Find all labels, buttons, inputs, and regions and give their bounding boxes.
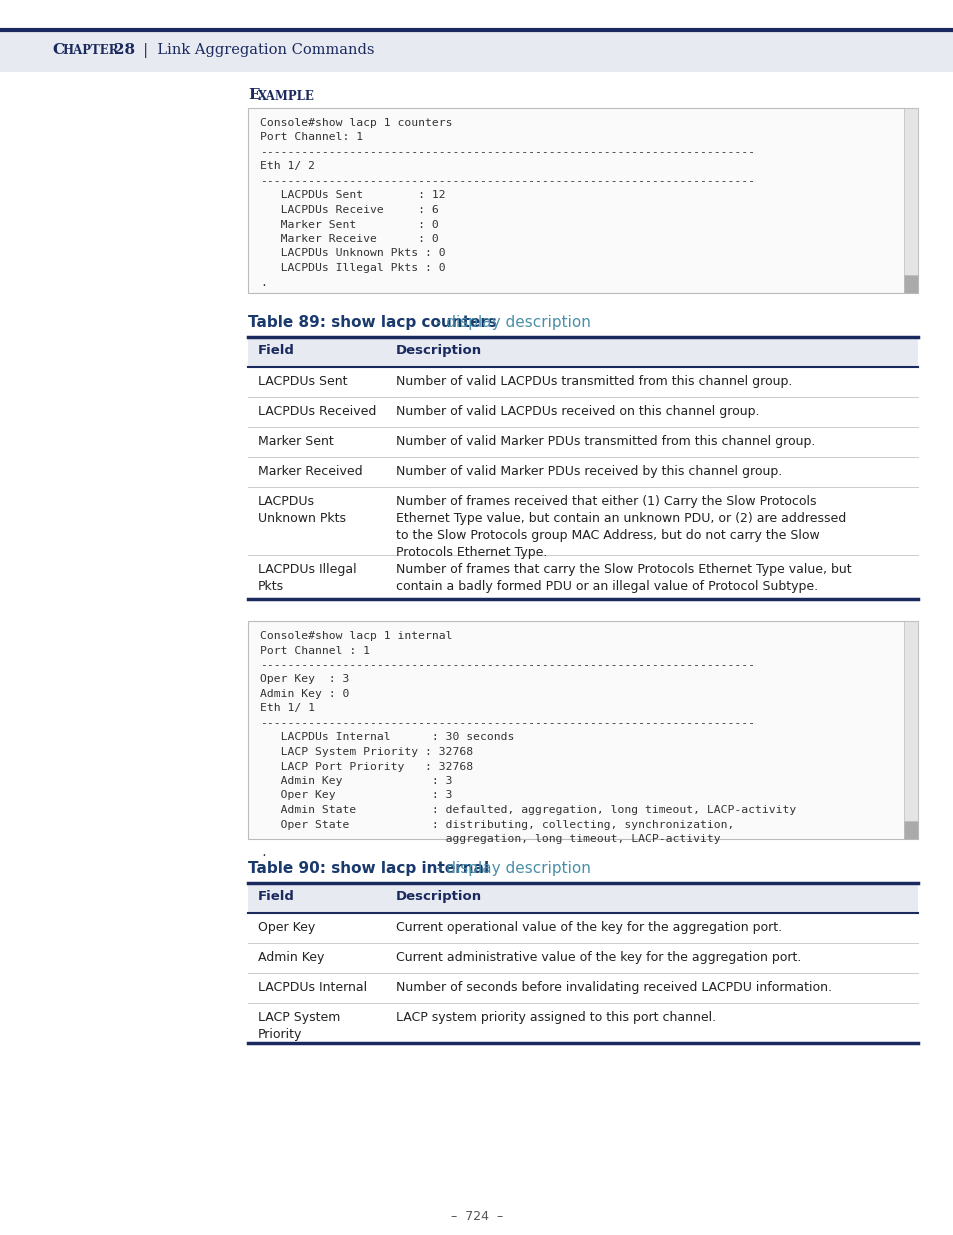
Bar bbox=[248, 883, 917, 913]
Text: Oper State            : distributing, collecting, synchronization,: Oper State : distributing, collecting, s… bbox=[260, 820, 734, 830]
Text: LACPDUs
Unknown Pkts: LACPDUs Unknown Pkts bbox=[257, 495, 346, 525]
Text: LACP Port Priority   : 32768: LACP Port Priority : 32768 bbox=[260, 762, 473, 772]
Text: LACPDUs Illegal Pkts : 0: LACPDUs Illegal Pkts : 0 bbox=[260, 263, 445, 273]
Text: C: C bbox=[52, 43, 64, 57]
Text: Console#show lacp 1 internal: Console#show lacp 1 internal bbox=[260, 631, 452, 641]
Bar bbox=[0, 0, 953, 30]
Text: .: . bbox=[260, 848, 267, 858]
Bar bbox=[0, 30, 953, 72]
Text: Admin State           : defaulted, aggregation, long timeout, LACP-activity: Admin State : defaulted, aggregation, lo… bbox=[260, 805, 796, 815]
Text: LACPDUs Illegal
Pkts: LACPDUs Illegal Pkts bbox=[257, 563, 356, 593]
Text: .: . bbox=[260, 278, 267, 288]
Text: Number of frames received that either (1) Carry the Slow Protocols
Ethernet Type: Number of frames received that either (1… bbox=[395, 495, 845, 559]
Text: Oper Key: Oper Key bbox=[257, 921, 314, 934]
Text: Admin Key: Admin Key bbox=[257, 951, 324, 965]
Text: Console#show lacp 1 counters: Console#show lacp 1 counters bbox=[260, 119, 452, 128]
Text: Eth 1/ 2: Eth 1/ 2 bbox=[260, 162, 314, 172]
Bar bbox=[248, 107, 917, 293]
Text: 28: 28 bbox=[113, 43, 135, 57]
Text: LACPDUs Internal      : 30 seconds: LACPDUs Internal : 30 seconds bbox=[260, 732, 514, 742]
Text: ------------------------------------------------------------------------: ----------------------------------------… bbox=[260, 659, 754, 671]
Text: Admin Key : 0: Admin Key : 0 bbox=[260, 689, 349, 699]
Text: Number of seconds before invalidating received LACPDU information.: Number of seconds before invalidating re… bbox=[395, 981, 831, 994]
Text: LACPDUs Received: LACPDUs Received bbox=[257, 405, 376, 417]
Text: Admin Key             : 3: Admin Key : 3 bbox=[260, 776, 452, 785]
Text: aggregation, long timeout, LACP-activity: aggregation, long timeout, LACP-activity bbox=[260, 834, 720, 844]
Text: Port Channel : 1: Port Channel : 1 bbox=[260, 646, 370, 656]
Text: ------------------------------------------------------------------------: ----------------------------------------… bbox=[260, 147, 754, 157]
Text: ------------------------------------------------------------------------: ----------------------------------------… bbox=[260, 177, 754, 186]
Bar bbox=[248, 337, 917, 367]
Text: Marker Sent: Marker Sent bbox=[257, 435, 334, 448]
Text: LACP system priority assigned to this port channel.: LACP system priority assigned to this po… bbox=[395, 1011, 716, 1024]
Text: XAMPLE: XAMPLE bbox=[257, 89, 314, 103]
Bar bbox=[903, 107, 917, 293]
Text: Oper Key  : 3: Oper Key : 3 bbox=[260, 674, 349, 684]
Text: E: E bbox=[248, 88, 259, 103]
Text: Marker Receive      : 0: Marker Receive : 0 bbox=[260, 233, 438, 245]
Text: Number of valid LACPDUs transmitted from this channel group.: Number of valid LACPDUs transmitted from… bbox=[395, 375, 792, 388]
Text: Marker Received: Marker Received bbox=[257, 466, 362, 478]
Text: HAPTER: HAPTER bbox=[62, 44, 118, 58]
Text: Field: Field bbox=[257, 345, 294, 357]
Text: LACPDUs Unknown Pkts : 0: LACPDUs Unknown Pkts : 0 bbox=[260, 248, 445, 258]
Text: Number of frames that carry the Slow Protocols Ethernet Type value, but
contain : Number of frames that carry the Slow Pro… bbox=[395, 563, 851, 593]
Bar bbox=[903, 275, 917, 293]
Text: Oper Key              : 3: Oper Key : 3 bbox=[260, 790, 452, 800]
Text: - display description: - display description bbox=[431, 861, 591, 876]
Text: Number of valid Marker PDUs transmitted from this channel group.: Number of valid Marker PDUs transmitted … bbox=[395, 435, 815, 448]
Text: Description: Description bbox=[395, 345, 481, 357]
Text: Port Channel: 1: Port Channel: 1 bbox=[260, 132, 363, 142]
Text: LACPDUs Internal: LACPDUs Internal bbox=[257, 981, 367, 994]
Text: ------------------------------------------------------------------------: ----------------------------------------… bbox=[260, 718, 754, 727]
Text: LACP System Priority : 32768: LACP System Priority : 32768 bbox=[260, 747, 473, 757]
Text: Current operational value of the key for the aggregation port.: Current operational value of the key for… bbox=[395, 921, 781, 934]
Text: Current administrative value of the key for the aggregation port.: Current administrative value of the key … bbox=[395, 951, 801, 965]
Text: - display description: - display description bbox=[431, 315, 591, 330]
Bar bbox=[248, 621, 917, 839]
Text: Number of valid Marker PDUs received by this channel group.: Number of valid Marker PDUs received by … bbox=[395, 466, 781, 478]
Text: LACP System
Priority: LACP System Priority bbox=[257, 1011, 340, 1041]
Text: LACPDUs Sent: LACPDUs Sent bbox=[257, 375, 347, 388]
Text: LACPDUs Receive     : 6: LACPDUs Receive : 6 bbox=[260, 205, 438, 215]
Text: Eth 1/ 1: Eth 1/ 1 bbox=[260, 704, 314, 714]
Text: –  724  –: – 724 – bbox=[451, 1210, 502, 1223]
Text: Table 90: show lacp internal: Table 90: show lacp internal bbox=[248, 861, 489, 876]
Bar bbox=[903, 621, 917, 839]
Text: |  Link Aggregation Commands: | Link Aggregation Commands bbox=[133, 43, 375, 58]
Bar bbox=[903, 821, 917, 839]
Text: Description: Description bbox=[395, 890, 481, 903]
Text: LACPDUs Sent        : 12: LACPDUs Sent : 12 bbox=[260, 190, 445, 200]
Text: Marker Sent         : 0: Marker Sent : 0 bbox=[260, 220, 438, 230]
Text: Table 89: show lacp counters: Table 89: show lacp counters bbox=[248, 315, 497, 330]
Text: Number of valid LACPDUs received on this channel group.: Number of valid LACPDUs received on this… bbox=[395, 405, 759, 417]
Text: Field: Field bbox=[257, 890, 294, 903]
